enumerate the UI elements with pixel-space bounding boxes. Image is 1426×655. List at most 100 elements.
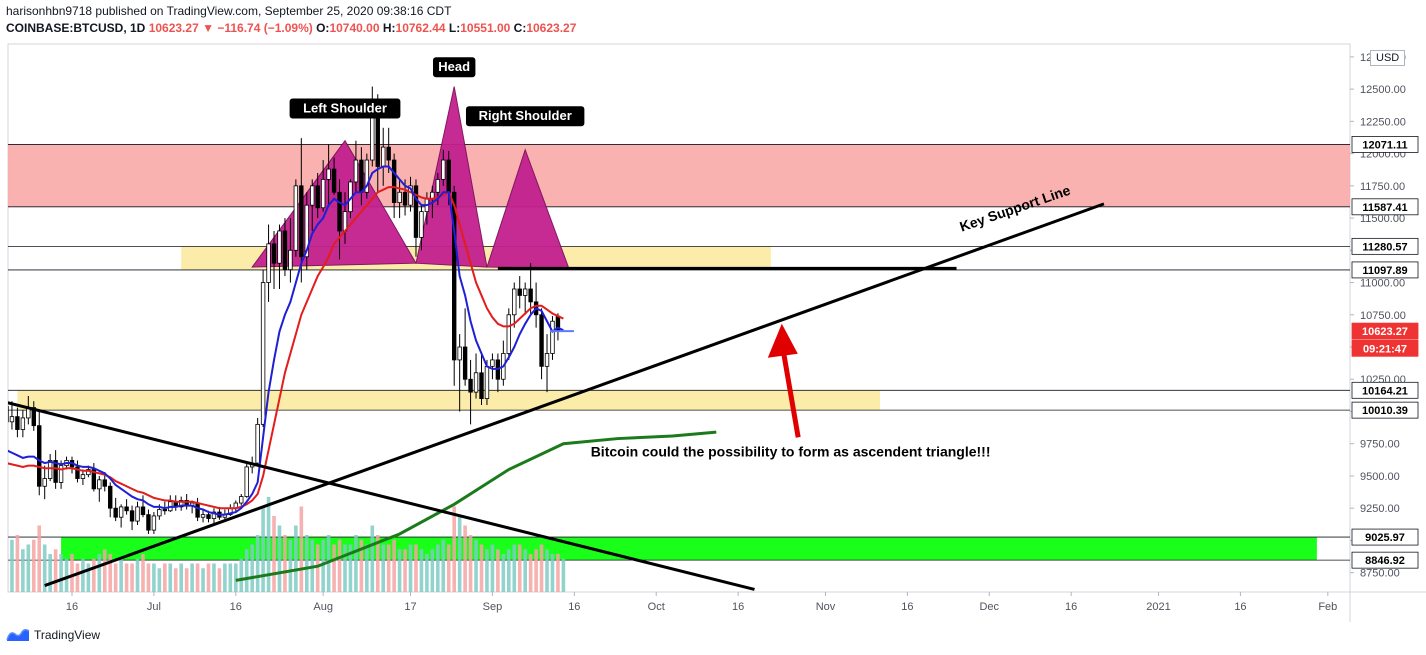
- volume-bar: [173, 568, 178, 592]
- volume-bar: [86, 563, 91, 592]
- volume-bar: [223, 563, 227, 592]
- footer-brand[interactable]: TradingView: [6, 628, 100, 642]
- low-label: L:: [448, 21, 461, 35]
- x-tick-label: Oct: [648, 601, 665, 613]
- candle-body: [370, 114, 375, 161]
- y-tick-label: 9500.00: [1360, 471, 1400, 483]
- volume-bar: [441, 539, 446, 592]
- volume-bar: [244, 549, 249, 592]
- volume-bar: [436, 544, 440, 592]
- annotation-head: Head: [438, 59, 470, 74]
- candle-body: [402, 191, 408, 206]
- volume-bar: [190, 563, 194, 592]
- candle-body: [211, 511, 217, 519]
- price-label-box: [1351, 261, 1419, 279]
- candle-body: [271, 243, 277, 264]
- volume-bar: [343, 544, 347, 592]
- currency-badge[interactable]: USD: [1370, 50, 1406, 66]
- price-label: 09:21:47: [1363, 343, 1407, 355]
- volume-bar: [425, 554, 429, 592]
- volume-bar: [283, 535, 287, 592]
- volume-bar: [255, 535, 260, 592]
- symbol-ohlc-line: COINBASE:BTCUSD, 1D 10623.27 ▼ −116.74 (…: [6, 21, 576, 35]
- candle-body: [157, 509, 162, 517]
- price-label: 10623.27: [1362, 326, 1408, 338]
- annotation-right-shoulder: Right Shoulder: [479, 108, 572, 123]
- volume-bar: [42, 544, 47, 592]
- candle-body: [31, 407, 36, 427]
- volume-bar: [550, 554, 555, 592]
- volume-bar: [386, 544, 391, 592]
- candle-body: [178, 500, 184, 508]
- volume-bar: [201, 568, 205, 592]
- candle-body: [206, 514, 211, 519]
- candle-body: [484, 365, 490, 399]
- volume-bar: [168, 563, 173, 592]
- candle-body: [151, 515, 157, 531]
- volume-bar: [261, 506, 265, 592]
- candle-body: [522, 288, 528, 296]
- candle-body: [364, 159, 370, 193]
- volume-bar: [212, 563, 216, 592]
- volume-bar: [365, 544, 369, 592]
- volume-bar: [179, 563, 183, 592]
- volume-bar: [31, 539, 36, 592]
- volume-bar: [217, 568, 222, 592]
- volume-bar: [561, 558, 566, 592]
- volume-bar: [59, 554, 63, 592]
- x-tick-label: 16: [1065, 601, 1077, 613]
- candle-body: [506, 314, 511, 354]
- volume-bar: [490, 544, 495, 592]
- y-tick-label: 12250.00: [1360, 116, 1406, 128]
- candle-body: [413, 185, 419, 238]
- candle-body: [528, 288, 533, 303]
- plot-area: [7, 43, 1351, 593]
- close-label: C:: [513, 21, 527, 35]
- candle-body: [446, 159, 451, 193]
- y-tick-label: 12500.00: [1360, 84, 1406, 96]
- volume-bar: [479, 544, 484, 592]
- volume-bar: [92, 558, 96, 592]
- symbol-label[interactable]: COINBASE:BTCUSD, 1D: [6, 21, 146, 35]
- candle-body: [512, 288, 517, 316]
- volume-bar: [234, 563, 238, 592]
- y-tick-label: 9750.00: [1360, 439, 1400, 451]
- candle-body: [375, 114, 380, 167]
- volume-bar: [517, 544, 522, 592]
- candle-body: [391, 159, 397, 203]
- candle-body: [386, 146, 391, 161]
- volume-bar: [414, 544, 418, 592]
- candle-body: [8, 405, 9, 423]
- triangle-note: Bitcoin could the possibility to form as…: [591, 444, 991, 460]
- volume-bar: [64, 558, 69, 592]
- candle-body: [15, 416, 20, 430]
- candle-body: [539, 314, 544, 367]
- volume-bar: [348, 544, 353, 592]
- green-support-zone: [61, 537, 1317, 561]
- candle-body: [282, 230, 288, 271]
- candle-body: [113, 507, 118, 518]
- candle-body: [260, 282, 266, 425]
- volume-bar: [146, 563, 151, 592]
- candle-body: [9, 416, 15, 423]
- x-tick-label: 16: [66, 601, 78, 613]
- volume-bar: [239, 558, 244, 592]
- candle-body: [47, 460, 53, 479]
- x-tick-label: 2021: [1146, 601, 1170, 613]
- volume-bar: [523, 549, 527, 592]
- candle-body: [517, 288, 522, 296]
- volume-bar: [195, 563, 200, 592]
- candle-body: [140, 506, 146, 516]
- candle-body: [419, 211, 424, 238]
- volume-bar: [408, 544, 413, 592]
- volume-bar: [359, 539, 364, 592]
- price-label-box: [1351, 136, 1419, 153]
- y-tick-label: 11750.00: [1360, 181, 1405, 193]
- volume-bar: [81, 558, 85, 592]
- candle-body: [441, 159, 446, 180]
- volume-bar: [119, 558, 123, 592]
- price-label: 11280.57: [1362, 241, 1407, 253]
- price-change: −116.74 (−1.09%): [217, 21, 313, 35]
- ema-red-line: [8, 186, 564, 510]
